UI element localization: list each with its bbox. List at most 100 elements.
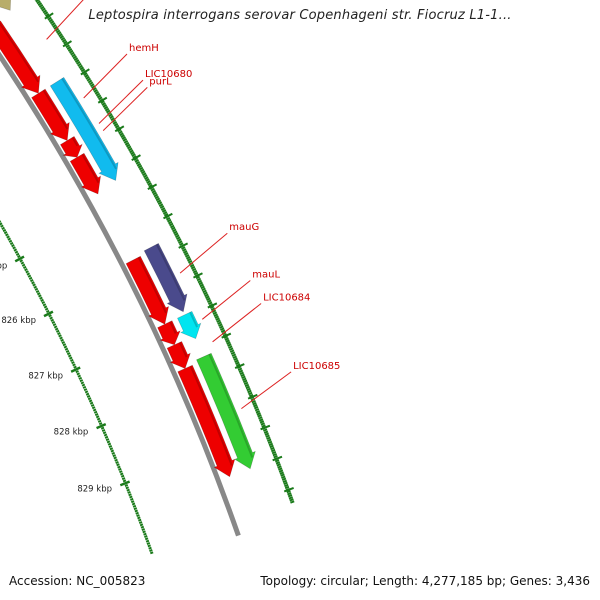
label-leader-line xyxy=(98,79,144,124)
outer-ruler-tick xyxy=(266,436,271,440)
inner-ruler-tick xyxy=(98,422,103,426)
outer-ruler-major-tick xyxy=(131,154,141,161)
outer-ruler-tick xyxy=(217,321,222,325)
outer-ruler-tick xyxy=(286,490,291,494)
ruler-label: 827 kbp xyxy=(28,372,63,382)
gene-feature-12 xyxy=(125,255,170,325)
gene-feature-shade xyxy=(42,89,69,130)
outer-ruler-tick xyxy=(256,412,261,416)
inner-ruler-tick xyxy=(125,486,130,490)
inner-ruler-tick xyxy=(15,252,20,256)
outer-ruler-tick xyxy=(264,432,270,436)
outer-ruler-tick xyxy=(182,248,187,252)
outer-ruler-tick xyxy=(160,207,166,211)
inner-ruler-tick xyxy=(24,268,28,272)
ruler-label: 828 kbp xyxy=(54,428,89,438)
inner-ruler-tick xyxy=(87,397,92,401)
ruler-major-tick xyxy=(96,422,107,430)
outer-ruler-tick xyxy=(279,471,284,475)
outer-ruler-tick xyxy=(241,375,246,380)
inner-ruler-tick xyxy=(9,241,14,246)
inner-ruler-tick xyxy=(48,314,52,318)
inner-ruler-tick xyxy=(32,283,36,287)
inner-ruler-tick xyxy=(109,447,114,451)
outer-ruler-tick xyxy=(258,418,264,422)
inner-ruler-tick xyxy=(67,354,72,358)
inner-ruler-tick xyxy=(100,426,105,430)
outer-ruler-tick xyxy=(103,105,109,110)
ruler-major-tick xyxy=(70,366,81,373)
outer-ruler-tick xyxy=(247,389,252,394)
outer-ruler-tick xyxy=(198,281,204,286)
outer-ruler-tick xyxy=(130,151,135,156)
outer-ruler-major-tick xyxy=(80,68,90,76)
inner-ruler-tick xyxy=(28,276,33,280)
outer-ruler-tick xyxy=(220,329,226,333)
inner-ruler-tick xyxy=(78,376,83,380)
inner-ruler-tick xyxy=(34,287,39,291)
outer-ruler-tick xyxy=(259,420,265,424)
inner-ruler-tick xyxy=(26,272,31,276)
inner-ruler-tick xyxy=(33,285,38,289)
outer-ruler-tick xyxy=(59,35,64,39)
inner-ruler-tick xyxy=(19,259,24,263)
inner-ruler-tick xyxy=(116,463,120,467)
label-leader-line xyxy=(46,0,84,40)
inner-ruler-tick xyxy=(112,454,116,458)
outer-ruler-tick xyxy=(248,391,253,396)
outer-ruler-tick xyxy=(284,483,289,488)
inner-ruler-tick xyxy=(136,514,140,518)
inner-ruler-tick xyxy=(77,374,82,378)
outer-ruler-tick xyxy=(219,325,224,329)
outer-ruler-tick xyxy=(258,416,263,420)
outer-ruler-tick xyxy=(214,315,219,319)
outer-ruler-tick xyxy=(71,53,76,58)
label-leader-line xyxy=(179,232,228,274)
outer-ruler-tick xyxy=(105,109,111,114)
outer-ruler-tick xyxy=(135,160,141,165)
outer-ruler-tick xyxy=(173,230,178,235)
gene-feature-shade xyxy=(208,353,254,458)
outer-ruler-tick xyxy=(122,138,128,142)
inner-ruler-tick xyxy=(146,542,151,545)
inner-ruler-tick xyxy=(96,417,101,421)
outer-ruler-tick xyxy=(235,361,240,365)
outer-ruler-tick xyxy=(121,136,126,140)
outer-ruler-tick xyxy=(192,269,198,274)
inner-ruler-tick xyxy=(63,345,68,349)
outer-ruler-tick xyxy=(184,254,190,258)
outer-ruler-tick xyxy=(228,347,234,351)
outer-ruler-tick xyxy=(113,122,119,127)
outer-ruler-tick xyxy=(140,170,146,175)
inner-ruler-tick xyxy=(79,379,84,383)
inner-ruler-tick xyxy=(14,250,19,254)
outer-ruler-tick xyxy=(110,117,115,121)
outer-ruler-tick xyxy=(83,72,88,76)
outer-ruler-tick xyxy=(177,238,182,243)
outer-ruler-tick xyxy=(200,285,205,290)
outer-ruler-tick xyxy=(102,103,108,108)
outer-ruler-tick xyxy=(183,250,188,254)
outer-ruler-tick xyxy=(287,492,292,496)
outer-ruler-tick xyxy=(237,367,243,371)
outer-ruler-tick xyxy=(42,9,47,14)
outer-ruler-tick xyxy=(38,3,44,8)
outer-ruler-tick xyxy=(51,22,56,27)
gene-feature-11 xyxy=(143,242,188,313)
outer-ruler-tick xyxy=(159,205,165,209)
outer-ruler-tick xyxy=(72,55,78,60)
inner-ruler-tick xyxy=(8,239,13,243)
outer-ruler-tick xyxy=(230,351,236,355)
outer-ruler-tick xyxy=(147,182,152,186)
inner-ruler-tick xyxy=(95,415,100,419)
outer-ruler-tick xyxy=(76,60,81,65)
outer-ruler-tick xyxy=(204,293,209,298)
outer-ruler-tick xyxy=(134,159,140,163)
inner-ruler-tick xyxy=(0,222,3,226)
inner-ruler-tick xyxy=(29,278,34,283)
outer-ruler-tick xyxy=(176,236,181,241)
inner-ruler-tick xyxy=(121,477,126,481)
inner-ruler-tick xyxy=(85,392,90,396)
outer-ruler-tick xyxy=(124,141,130,146)
gene-feature-16 xyxy=(177,364,236,478)
